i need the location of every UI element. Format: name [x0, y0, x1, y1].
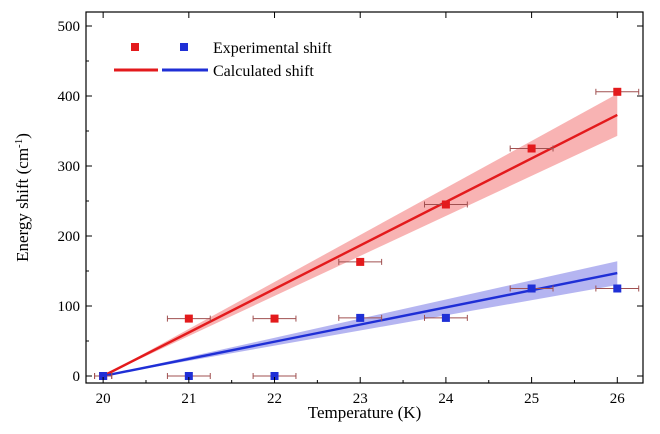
data-markers [99, 87, 622, 380]
legend-experimental-red-marker [131, 43, 139, 51]
y-axis-title-close: ) [13, 133, 32, 139]
x-tick-label: 25 [524, 391, 539, 407]
y-axis-title-main: Energy shift (cm [13, 148, 32, 262]
blue-experimental-point [613, 284, 622, 293]
calculated-lines [102, 113, 618, 378]
x-tick-label: 21 [181, 391, 196, 407]
legend-calculated-label: Calculated shift [213, 63, 314, 80]
axis-ticks [86, 12, 643, 383]
blue-experimental-point [441, 313, 450, 322]
legend-experimental-label: Experimental shift [213, 40, 332, 57]
x-axis-title: Temperature (K) [308, 403, 422, 422]
y-tick-label: 200 [58, 229, 81, 245]
legend-experimental-blue-marker [180, 43, 188, 51]
blue-experimental-point [270, 372, 279, 380]
y-tick-label: 0 [73, 369, 81, 385]
x-tick-label: 22 [267, 391, 282, 407]
axis-tick-labels: 20 21 22 23 24 25 26 0 100 200 300 400 500 [58, 19, 626, 407]
x-tick-label: 24 [438, 391, 454, 407]
blue-experimental-point [184, 372, 193, 380]
x-tick-label: 23 [353, 391, 368, 407]
y-tick-label: 100 [58, 299, 81, 315]
red-experimental-point [613, 87, 622, 96]
x-tick-label: 26 [610, 391, 626, 407]
uncertainty-bands [103, 93, 618, 377]
x-tick-label: 20 [96, 391, 111, 407]
y-axis-title: Energy shift (cm-1) [13, 133, 32, 262]
blue-experimental-point [99, 372, 108, 380]
red-experimental-point [356, 257, 365, 266]
legend: Experimental shift Calculated shift [114, 40, 332, 80]
red-uncertainty-band [103, 93, 618, 377]
red-experimental-point [527, 144, 536, 153]
blue-experimental-point [527, 284, 536, 293]
red-experimental-point [184, 314, 193, 323]
blue-experimental-point [356, 313, 365, 322]
red-experimental-point [441, 200, 450, 209]
red-calculated-line [102, 113, 618, 378]
y-tick-label: 500 [58, 19, 81, 35]
red-experimental-point [270, 314, 279, 323]
plot-frame [85, 11, 644, 384]
y-axis-title-sup: -1 [13, 139, 25, 148]
y-tick-label: 300 [58, 159, 81, 175]
y-tick-label: 400 [58, 89, 81, 105]
